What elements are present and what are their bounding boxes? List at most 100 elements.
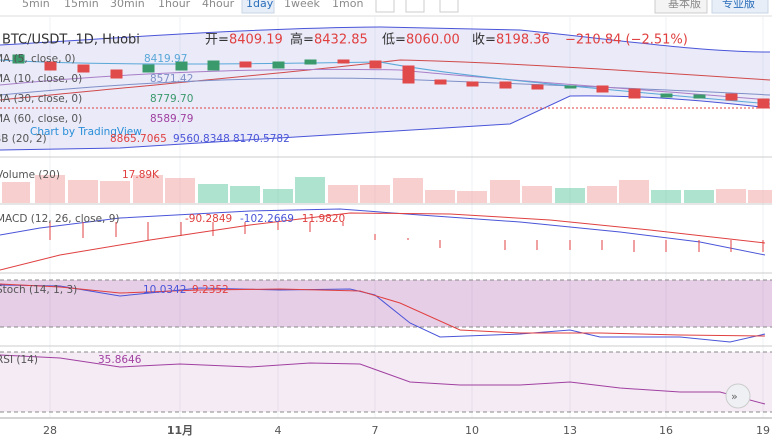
view-button[interactable]	[654, 0, 708, 14]
time-label: 19	[756, 424, 770, 437]
candle	[12, 54, 25, 64]
candle	[693, 94, 706, 99]
volume-bar	[165, 178, 195, 203]
ma-line	[0, 59, 771, 101]
volume-bar	[393, 178, 423, 203]
volume-bar	[457, 191, 487, 203]
volume-bar	[587, 186, 617, 203]
volume-bars	[2, 175, 772, 203]
study-value: 8571.42	[150, 73, 193, 85]
signal-line	[0, 212, 766, 271]
time-label: 7	[372, 424, 379, 437]
study-name: MA (30, close, 0)	[0, 93, 82, 105]
volume-bar	[684, 190, 714, 203]
volume-bar	[522, 186, 552, 203]
grid	[49, 17, 764, 418]
candle	[77, 64, 90, 73]
volume-bar	[490, 180, 520, 203]
active-interval-bg	[241, 0, 275, 14]
time-label: 28	[43, 424, 57, 437]
volume-bar	[651, 190, 681, 203]
study-name: MA (5, close, 0)	[0, 53, 76, 65]
volume-bar	[716, 189, 746, 203]
study-value: 8865.7065	[110, 133, 167, 145]
candle	[369, 60, 382, 69]
macd-histogram	[49, 222, 764, 252]
candle	[142, 64, 155, 73]
interval-button[interactable]: 30min	[110, 0, 145, 10]
bb-lower	[0, 95, 771, 151]
study-value: 8589.79	[150, 113, 193, 125]
indicator-button[interactable]	[375, 0, 395, 13]
settings-button[interactable]	[405, 0, 425, 13]
study-name: MA (60, close, 0)	[0, 113, 82, 125]
ohlc-value: 8432.85	[314, 33, 368, 48]
bb-upper	[0, 26, 771, 53]
study-value: 9.2352	[192, 284, 229, 296]
volume-bar	[295, 177, 325, 203]
interval-button[interactable]: 4hour	[202, 0, 235, 10]
ohlc-label: 高=	[290, 32, 314, 48]
ohlc-value: 8409.19	[229, 33, 283, 48]
ohlc-label: 开=	[205, 33, 229, 48]
scroll-icon: »	[731, 390, 738, 403]
rsi-line	[0, 354, 766, 405]
candle	[402, 65, 415, 84]
ohlc-label: 收=	[472, 33, 496, 48]
volume-bar	[425, 190, 455, 203]
ma-line	[0, 77, 771, 96]
candle	[628, 88, 641, 99]
volume-bar	[133, 175, 163, 203]
volume-bar	[100, 181, 130, 203]
candle	[239, 61, 252, 68]
time-axis: 28 11月 4 7 10 13 16 19	[43, 424, 770, 437]
study-value: 35.8646	[98, 354, 142, 366]
ma-line	[0, 68, 771, 101]
candle	[466, 81, 479, 87]
stoch-k	[0, 284, 766, 343]
change: −210.84 (−2.51%)	[565, 33, 688, 48]
candle	[304, 59, 317, 65]
study-value: 8170.5782	[233, 133, 290, 145]
stoch-d	[0, 283, 766, 337]
time-label: 11月	[167, 424, 193, 437]
ohlc-value: 8198.36	[496, 33, 550, 48]
study-value: 8419.97	[144, 53, 187, 65]
time-label: 16	[659, 424, 673, 437]
study-value: 10.0342	[143, 284, 186, 296]
volume-bar	[68, 180, 98, 203]
volume-bar	[263, 189, 293, 203]
view-button-label[interactable]: 基本版	[668, 0, 701, 10]
candle	[564, 85, 577, 89]
interval-button[interactable]: 15min	[64, 0, 99, 10]
study-name: MACD (12, 26, close, 9)	[0, 213, 119, 225]
interval-button[interactable]: 1week	[284, 0, 321, 10]
view-button-label[interactable]: 专业版	[722, 0, 755, 10]
time-label: 10	[465, 424, 479, 437]
candle	[725, 93, 738, 101]
symbol: BTC/USDT, 1D, Huobi	[2, 33, 140, 48]
time-label: 4	[275, 424, 282, 437]
interval-button[interactable]: 5min	[22, 0, 50, 10]
interval-button[interactable]: 1mon	[332, 0, 363, 10]
watermark: Chart by TradingView	[30, 126, 142, 138]
candle	[757, 98, 770, 109]
volume-bar	[35, 175, 65, 203]
fullscreen-button[interactable]	[439, 0, 459, 13]
view-button[interactable]	[711, 0, 769, 14]
scroll-button[interactable]	[725, 383, 751, 409]
rsi-band	[0, 352, 772, 412]
interval-button[interactable]: 1hour	[158, 0, 191, 10]
volume-bar	[555, 188, 585, 203]
interval-button[interactable]: 1day	[246, 0, 274, 10]
study-name: RSI (14)	[0, 354, 38, 366]
study-name: MA (10, close, 0)	[0, 73, 82, 85]
ohlc-label: 低=	[382, 33, 406, 48]
candle	[207, 60, 220, 71]
study-name: BB (20, 2)	[0, 133, 47, 145]
candle	[531, 84, 544, 90]
volume-bar	[198, 184, 228, 203]
study-value: -102.2669	[240, 213, 294, 225]
